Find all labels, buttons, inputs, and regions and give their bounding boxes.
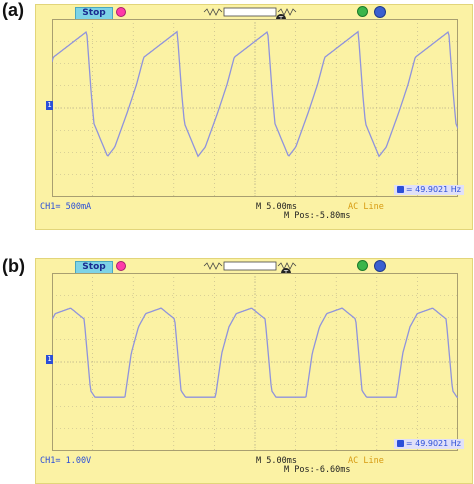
frequency-readout: = 49.9021 Hz (393, 185, 464, 195)
usb-icon[interactable] (357, 6, 368, 17)
waveform-trace (52, 307, 458, 398)
bottom-status-bar: CH1= 1.00V M 5.00ms AC Line M Pos:-6.60m… (36, 455, 472, 483)
trigger-source: AC Line (348, 202, 384, 212)
channel-ground-marker[interactable]: 1 (46, 355, 53, 364)
timebase-scale: M 5.00ms (256, 202, 297, 212)
panel-a-label: (a) (2, 0, 24, 20)
waveform-display (52, 19, 458, 197)
settings-icon[interactable] (374, 260, 386, 272)
pen-icon[interactable] (116, 261, 126, 271)
channel-ground-marker[interactable]: 1 (46, 101, 53, 110)
trigger-source: AC Line (348, 456, 384, 466)
oscilloscope-screen-b: Stop T 1 = 49.9021 Hz CH1= 1.00V M 5.00m… (35, 258, 473, 484)
frequency-icon (396, 186, 404, 193)
pen-icon[interactable] (116, 7, 126, 17)
timebase-icon (203, 7, 297, 17)
frequency-readout: = 49.9021 Hz (393, 439, 464, 449)
settings-icon[interactable] (374, 6, 386, 18)
waveform-graticule (52, 19, 458, 197)
timebase-icon (203, 261, 297, 271)
waveform-graticule (52, 273, 458, 451)
waveform-trace (52, 30, 458, 158)
panel-b-label: (b) (2, 256, 25, 276)
horizontal-position: M Pos:-5.80ms (284, 211, 351, 221)
channel-scale: CH1= 500mA (40, 202, 92, 212)
horizontal-position: M Pos:-6.60ms (284, 465, 351, 475)
frequency-value: = 49.9021 Hz (405, 439, 461, 448)
bottom-status-bar: CH1= 500mA M 5.00ms AC Line M Pos:-5.80m… (36, 201, 472, 229)
frequency-icon (396, 440, 404, 447)
oscilloscope-screen-a: Stop T 1 = 49.9021 Hz CH1= 500mA M 5.00m… (35, 4, 473, 230)
top-status-bar: Stop T (36, 5, 472, 24)
top-status-bar: Stop T (36, 259, 472, 278)
channel-scale: CH1= 1.00V (40, 456, 92, 466)
waveform-display (52, 273, 458, 451)
frequency-value: = 49.9021 Hz (405, 185, 461, 194)
timebase-scale: M 5.00ms (256, 456, 297, 466)
usb-icon[interactable] (357, 260, 368, 271)
